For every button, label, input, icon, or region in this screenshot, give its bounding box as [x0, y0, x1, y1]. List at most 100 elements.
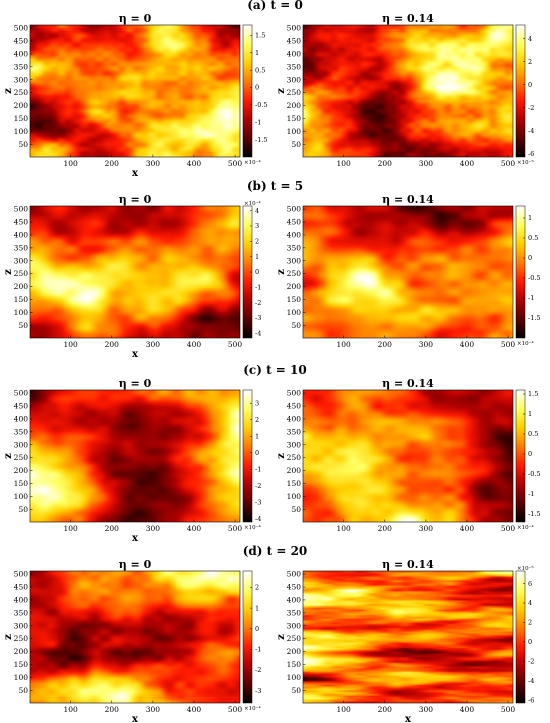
x-tick-label: 400 — [187, 705, 202, 714]
x-axis-label: x — [132, 714, 139, 723]
y-tick-label: 250 — [287, 453, 302, 462]
y-tick-label: 200 — [287, 282, 302, 291]
y-tick-label: 150 — [287, 114, 302, 123]
x-tick-label: 100 — [64, 524, 79, 533]
plot-frame — [302, 205, 514, 339]
colorbar — [515, 389, 526, 523]
colorbar-tick-label: 0.5 — [528, 430, 538, 438]
plot-frame — [302, 570, 514, 704]
colorbar-tick-label: -2 — [528, 657, 534, 665]
y-tick-label: 250 — [287, 88, 302, 97]
colorbar-tick-label: 3 — [255, 222, 259, 230]
y-tick-label: 450 — [287, 583, 302, 592]
colorbar-tick-label: 1.5 — [255, 32, 265, 40]
heatmap-image — [30, 25, 240, 157]
colorbar-tick-label: -1 — [255, 646, 261, 654]
x-tick-label: 500 — [228, 524, 243, 533]
y-tick-label: 400 — [287, 414, 302, 423]
x-tick-label: 100 — [337, 524, 352, 533]
x-tick-label: 400 — [460, 705, 475, 714]
heatmap-image — [30, 571, 240, 703]
y-tick-label: 500 — [14, 24, 29, 33]
colorbar-tick-label: -2 — [528, 104, 534, 112]
colorbar-tick-label: -0.5 — [255, 101, 268, 109]
y-tick-label: 300 — [14, 75, 29, 84]
y-tick-label: 50 — [291, 140, 301, 149]
y-tick-label: 100 — [14, 127, 29, 136]
y-tick-label: 100 — [14, 673, 29, 682]
y-tick-label: 100 — [287, 127, 302, 136]
x-tick-label: 300 — [146, 524, 161, 533]
colorbar-tick-label: 1 — [255, 253, 259, 261]
y-tick-label: 400 — [14, 49, 29, 58]
y-tick-label: 200 — [287, 101, 302, 110]
section-title: (d) t = 20 — [243, 544, 308, 558]
y-tick-label: 50 — [18, 686, 28, 695]
y-tick-label: 500 — [14, 570, 29, 579]
colorbar-tick-label: 0 — [528, 450, 532, 458]
colorbar-tick-label: 2 — [255, 416, 259, 424]
colorbar-tick-label: 0 — [528, 81, 532, 89]
colorbar — [242, 24, 253, 158]
colorbar-tick-label: 2 — [255, 584, 259, 592]
colorbar-tick-label: -1 — [528, 490, 534, 498]
plot-frame — [29, 570, 241, 704]
x-tick-label: 200 — [105, 524, 120, 533]
y-tick-label: 150 — [14, 660, 29, 669]
x-tick-label: 500 — [228, 159, 243, 168]
y-tick-label: 100 — [14, 308, 29, 317]
x-tick-label: 200 — [378, 705, 393, 714]
y-tick-label: 300 — [14, 256, 29, 265]
y-tick-label: 450 — [287, 37, 302, 46]
y-tick-label: 50 — [291, 686, 301, 695]
y-tick-label: 400 — [287, 49, 302, 58]
y-tick-label: 350 — [287, 608, 302, 617]
y-tick-label: 350 — [287, 243, 302, 252]
y-tick-label: 200 — [14, 101, 29, 110]
colorbar-tick-label: -2 — [255, 299, 261, 307]
section-title: (c) t = 10 — [243, 363, 307, 377]
y-tick-label: 400 — [287, 595, 302, 604]
y-tick-label: 350 — [14, 427, 29, 436]
colorbar-tick-label: 1 — [528, 214, 532, 222]
x-tick-label: 100 — [337, 340, 352, 349]
y-tick-label: 200 — [14, 466, 29, 475]
y-tick-label: 100 — [287, 492, 302, 501]
colorbar-tick-label: 1 — [528, 410, 532, 418]
colorbar-tick-label: -1 — [255, 465, 261, 473]
x-tick-label: 500 — [228, 705, 243, 714]
heatmap-image — [303, 390, 513, 522]
x-tick-label: 500 — [501, 340, 516, 349]
y-tick-label: 300 — [287, 256, 302, 265]
x-tick-label: 300 — [419, 705, 434, 714]
colorbar-tick-label: 1 — [255, 432, 259, 440]
y-axis-label: z — [276, 269, 287, 275]
x-tick-label: 300 — [146, 705, 161, 714]
x-tick-label: 200 — [378, 159, 393, 168]
plot-frame — [302, 24, 514, 158]
colorbar-tick-label: 4 — [528, 599, 532, 607]
colorbar-tick-label: -0.5 — [528, 470, 541, 478]
colorbar-tick-label: 0 — [255, 449, 259, 457]
y-tick-label: 500 — [287, 570, 302, 579]
y-tick-label: 250 — [287, 269, 302, 278]
x-tick-label: 500 — [228, 340, 243, 349]
colorbar-tick-label: -1.5 — [528, 314, 541, 322]
y-tick-label: 450 — [14, 37, 29, 46]
heatmap-image — [30, 206, 240, 338]
x-tick-label: 100 — [337, 705, 352, 714]
x-tick-label: 200 — [105, 340, 120, 349]
colorbar-tick-label: -1 — [528, 294, 534, 302]
y-tick-label: 400 — [287, 230, 302, 239]
x-tick-label: 200 — [378, 524, 393, 533]
x-tick-label: 100 — [64, 340, 79, 349]
y-tick-label: 150 — [14, 295, 29, 304]
y-tick-label: 50 — [18, 321, 28, 330]
x-tick-label: 300 — [419, 524, 434, 533]
colorbar-tick-label: 2 — [255, 238, 259, 246]
y-tick-label: 50 — [18, 505, 28, 514]
y-tick-label: 100 — [287, 673, 302, 682]
colorbar-tick-label: 4 — [255, 207, 259, 215]
y-axis-label: z — [3, 269, 14, 275]
colorbar-tick-label: -1.5 — [528, 510, 541, 518]
